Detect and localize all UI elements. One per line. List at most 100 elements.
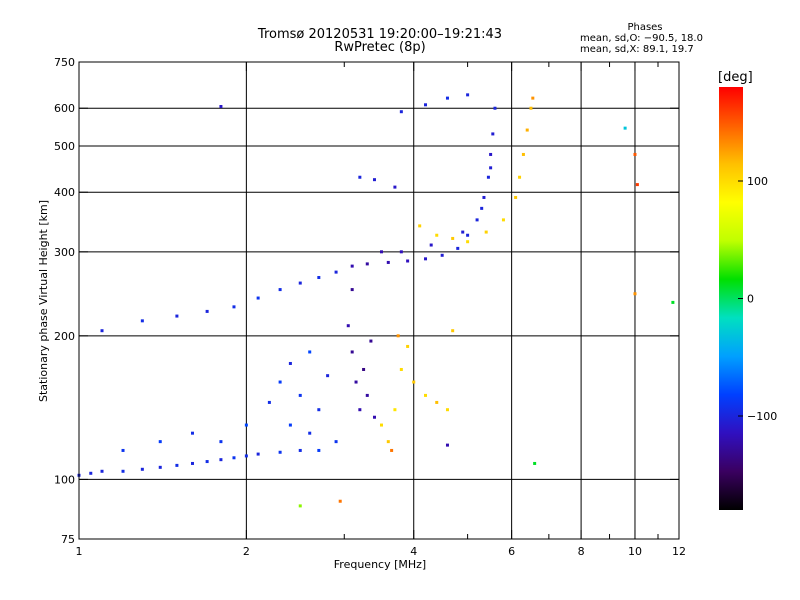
data-point (489, 166, 493, 170)
data-point (489, 152, 493, 156)
y-tick-label: 300 (54, 246, 75, 259)
data-point (406, 259, 410, 263)
y-tick-labels: 75 100 200 300 400 500 600 750 (54, 56, 75, 546)
data-point (429, 243, 433, 247)
data-point (424, 103, 428, 107)
data-point (531, 96, 535, 100)
data-point (451, 329, 455, 333)
data-point (486, 175, 490, 179)
data-point (121, 469, 125, 473)
data-point (121, 448, 125, 452)
data-point (256, 296, 260, 300)
data-point (412, 380, 416, 384)
data-point (288, 423, 292, 427)
data-point (445, 443, 449, 447)
x-tick-label: 1 (76, 545, 83, 558)
data-point (399, 110, 403, 114)
data-point (244, 454, 248, 458)
data-point (379, 250, 383, 254)
x-axis-label: Frequency [MHz] (334, 558, 426, 571)
data-point (456, 246, 460, 250)
data-point (140, 467, 144, 471)
data-point (393, 185, 397, 189)
data-point (244, 423, 248, 427)
data-point (475, 218, 479, 222)
data-point (350, 350, 354, 354)
data-point (298, 504, 302, 508)
data-point (393, 408, 397, 412)
phase-stats-x: mean, sd,X: 89.1, 19.7 (580, 44, 694, 55)
data-point (298, 448, 302, 452)
data-point (369, 339, 373, 343)
x-tick-labels: 1 2 4 6 8 10 12 (76, 545, 687, 558)
data-point (445, 96, 449, 100)
data-point (529, 106, 533, 110)
y-tick-label: 100 (54, 473, 75, 486)
data-point (372, 415, 376, 419)
data-point (267, 400, 271, 404)
colorbar-tick-label: 0 (747, 293, 754, 306)
data-point (466, 240, 470, 244)
data-point (190, 461, 194, 465)
data-point (633, 152, 637, 156)
data-point (326, 374, 330, 378)
data-point (635, 183, 639, 187)
data-point (334, 440, 338, 444)
data-point (440, 253, 444, 257)
data-point (308, 350, 312, 354)
chart-subtitle: RwPretec (8p) (334, 40, 426, 55)
data-point (482, 195, 486, 199)
phase-stats: Phases mean, sd,O: −90.5, 18.0 mean, sd,… (580, 22, 710, 55)
data-point (501, 218, 505, 222)
data-point (484, 230, 488, 234)
y-tick-label: 75 (61, 533, 75, 546)
data-point (338, 499, 342, 503)
chart-title: Tromsø 20120531 19:20:00–19:21:43 (257, 27, 503, 42)
data-point (491, 132, 495, 136)
colorbar-tick-label: 100 (747, 175, 768, 188)
y-tick-label: 500 (54, 140, 75, 153)
data-point (362, 367, 366, 371)
x-tick-label: 2 (243, 545, 250, 558)
y-tick-label: 400 (54, 186, 75, 199)
data-point (256, 452, 260, 456)
data-point (372, 178, 376, 182)
y-tick-label: 600 (54, 102, 75, 115)
data-point (424, 393, 428, 397)
x-tick-label: 4 (410, 545, 417, 558)
data-point (205, 309, 209, 313)
data-point (435, 400, 439, 404)
y-axis-label: Stationary phase Virtual Height [km] (37, 200, 50, 402)
data-point (308, 431, 312, 435)
data-point (89, 471, 93, 475)
colorbar: 100 0 −100 (719, 87, 777, 510)
data-point (298, 281, 302, 285)
data-point (386, 260, 390, 264)
data-point (232, 456, 236, 460)
data-point (317, 448, 321, 452)
data-point (175, 314, 179, 318)
data-point (406, 344, 410, 348)
data-point (346, 324, 350, 328)
data-point (671, 300, 675, 304)
data-point (424, 257, 428, 261)
data-point (219, 105, 223, 109)
x-tick-label: 6 (508, 545, 515, 558)
data-point (451, 236, 455, 240)
data-point (396, 334, 400, 338)
data-point (399, 250, 403, 254)
data-point (350, 264, 354, 268)
data-point (533, 461, 537, 465)
data-point (334, 270, 338, 274)
data-point (399, 367, 403, 371)
axes (78, 61, 680, 540)
data-point (518, 175, 522, 179)
data-point (175, 463, 179, 467)
data-point (445, 408, 449, 412)
data-point (633, 292, 637, 296)
data-point (278, 380, 282, 384)
phase-stats-title: Phases (627, 22, 663, 33)
data-points (77, 93, 675, 508)
data-point (219, 440, 223, 444)
data-point (365, 262, 369, 266)
